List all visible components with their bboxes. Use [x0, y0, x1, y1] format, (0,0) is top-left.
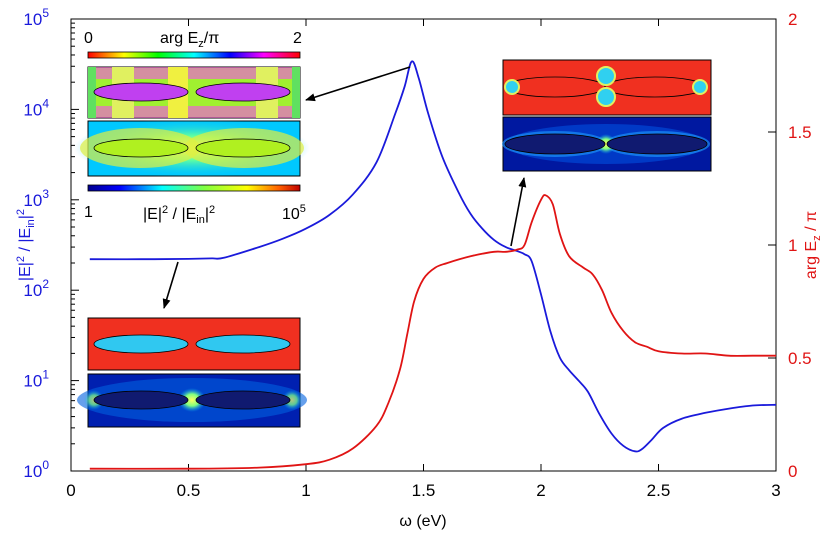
- intensity-colorbar-max: 105: [282, 203, 306, 223]
- left-tick-label: 105: [23, 6, 49, 29]
- intensity-colorbar-gradient: [87, 184, 301, 192]
- arrow-to-highfreq-inset: [510, 177, 527, 247]
- left-tick-label: 103: [23, 187, 49, 210]
- x-tick-label: 0.5: [177, 481, 201, 500]
- inset-phase-map: [87, 66, 301, 119]
- x-tick-label: 3: [771, 481, 780, 500]
- x-tick-label: 1.5: [412, 481, 436, 500]
- left-tick-label: 100: [23, 458, 49, 481]
- x-tick-label: 2: [536, 481, 545, 500]
- phase-colorbar-gradient: [87, 51, 301, 59]
- inset-resonance-maps: [74, 66, 310, 178]
- phase-colorbar-min: 0: [84, 30, 93, 47]
- right-axis-label: arg Ez / π: [803, 211, 823, 279]
- inset-lowfreq-maps: [77, 317, 307, 428]
- right-y-axis: 0 0.5 1 1.5 2: [768, 10, 812, 481]
- left-tick-label: 102: [23, 277, 49, 300]
- x-axis-label: ω (eV): [399, 513, 446, 530]
- inset-lowfreq-phase-map: [87, 317, 301, 371]
- intensity-colorbar-title: |E|2 / |Ein|2: [143, 204, 215, 226]
- right-tick-label: 2: [788, 10, 797, 29]
- intensity-colorbar-min: 1: [84, 204, 93, 221]
- phase-colorbar: 0 2 arg Ez/π: [84, 30, 302, 59]
- x-tick-label: 1: [301, 481, 310, 500]
- phase-colorbar-title: arg Ez/π: [160, 30, 219, 50]
- right-tick-label: 1: [788, 236, 797, 255]
- left-y-axis: 100 101 102 103 104 105: [23, 6, 79, 481]
- inset-highfreq-phase-map: [502, 59, 712, 116]
- phase-curve: [89, 194, 776, 470]
- inset-highfreq-intensity-map: [502, 116, 712, 172]
- inset-intensity-map: [74, 118, 310, 178]
- phase-colorbar-max: 2: [293, 30, 302, 47]
- intensity-colorbar: 1 105 |E|2 / |Ein|2: [84, 184, 306, 226]
- arrow-to-resonance-inset: [305, 66, 411, 102]
- inset-highfreq-maps: [502, 59, 712, 172]
- left-tick-label: 104: [23, 96, 49, 119]
- inset-lowfreq-intensity-map: [77, 373, 307, 428]
- right-tick-label: 0.5: [788, 349, 812, 368]
- left-tick-label: 101: [23, 368, 49, 391]
- x-axis: 0 0.5 1 1.5 2 2.5 3: [66, 19, 781, 500]
- left-axis-label: |E|2 / |Ein|2: [15, 209, 37, 281]
- x-tick-label: 2.5: [647, 481, 671, 500]
- right-tick-label: 0: [788, 462, 797, 481]
- arrow-to-lowfreq-inset: [162, 261, 179, 309]
- right-tick-label: 1.5: [788, 123, 812, 142]
- intensity-curve: [89, 60, 777, 453]
- x-tick-label: 0: [66, 481, 75, 500]
